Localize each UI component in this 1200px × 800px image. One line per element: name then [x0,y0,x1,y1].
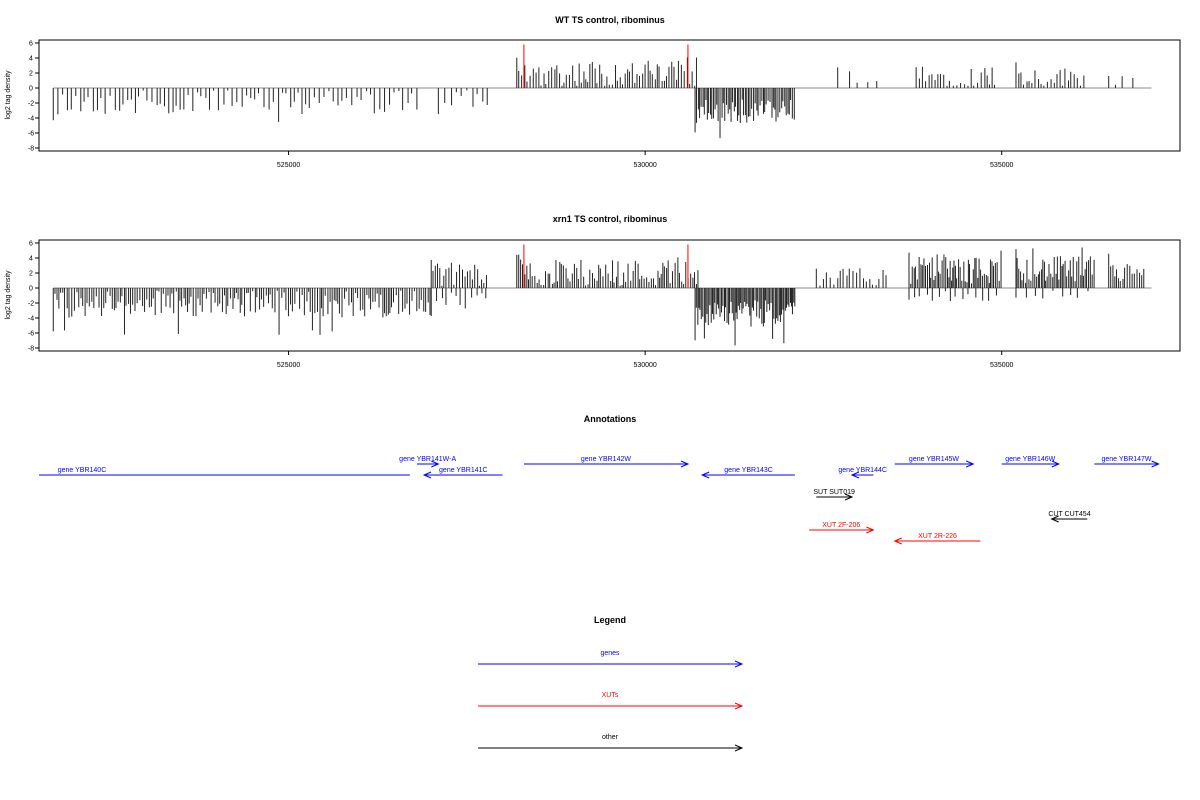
legend-label: genes [600,650,620,657]
arrow-head-icon [422,471,432,479]
feature-label: XUT 2F-206 [822,522,860,529]
panel-title: xrn1 TS control, ribominus [553,214,668,224]
y-tick-label: 2 [29,271,33,278]
y-axis-label: log2 tag density [5,70,12,120]
y-tick-label: 0 [29,86,33,93]
feature-label: gene YBR143C [724,467,773,474]
y-tick-label: 4 [29,256,33,263]
annotation-feature: gene YBR145W [894,456,975,468]
feature-label: gene YBR142W [581,456,631,463]
legend-label: other [602,734,619,741]
y-tick-label: -8 [28,146,34,153]
y-tick-label: -6 [28,331,34,338]
annotation-feature: gene YBR143C [700,467,795,479]
x-tick-label: 525000 [277,162,300,169]
feature-label: gene YBR140C [58,467,107,474]
x-axis: 525000 530000 535000 [277,351,1014,369]
annotation-feature: SUT SUT019 [813,489,855,501]
x-tick-label: 530000 [633,162,656,169]
x-tick-label: 535000 [990,162,1013,169]
feature-label: SUT SUT019 [813,489,855,496]
x-axis: 525000 530000 535000 [277,151,1014,169]
arrow-head-icon [844,493,854,501]
annotation-feature: XUT 2F-206 [809,522,875,534]
feature-label: gene YBR145W [909,456,959,463]
marker-lines [523,44,689,88]
arrow-head-icon [734,744,744,752]
y-tick-label: -4 [28,116,34,123]
x-tick-label: 525000 [277,362,300,369]
y-tick-label: -2 [28,301,34,308]
legend-entry: genes [478,650,744,668]
feature-label: gene YBR144C [838,467,887,474]
arrow-head-icon [1151,460,1160,468]
y-tick-label: -2 [28,101,34,108]
arrow-head-icon [700,471,710,479]
annotations-title: Annotations [584,414,637,424]
y-tick-label: -4 [28,316,34,323]
annotation-feature: gene YBR140C [39,467,410,476]
y-tick-label: 6 [29,41,33,48]
annotation-feature: XUT 2R-226 [893,533,981,545]
wt-density-panel: WT TS control, ribominus log2 tag densit… [5,15,1181,169]
arrow-head-icon [1050,515,1059,523]
plot-frame [38,39,1181,152]
arrow-head-icon [734,660,744,668]
x-tick-label: 535000 [990,362,1013,369]
panel-title: WT TS control, ribominus [555,15,665,25]
annotation-features: gene YBR140C gene YBR141W-A gene YBR141C ge… [39,456,1160,545]
annotation-feature: gene YBR144C [838,467,887,479]
legend-panel: Legend genes XUTs other [478,615,744,752]
annotation-feature: gene YBR146W [1001,456,1061,468]
feature-label: gene YBR141C [439,467,488,474]
x-tick-label: 530000 [633,362,656,369]
xrn1-density-panel: xrn1 TS control, ribominus log2 tag dens… [5,214,1181,369]
annotation-feature: gene YBR147W [1094,456,1160,468]
density-bars [52,247,1152,346]
feature-label: gene YBR146W [1005,456,1055,463]
arrow-head-icon [734,702,744,710]
arrow-head-icon [431,460,440,468]
legend-entry: other [478,734,744,752]
y-tick-label: 4 [29,56,33,63]
y-tick-label: 0 [29,286,33,293]
y-tick-label: 6 [29,241,33,248]
feature-label: gene YBR141W-A [399,456,456,463]
density-bars [52,57,1152,139]
feature-label: gene YBR147W [1101,456,1151,463]
feature-label: CUT CUT454 [1048,511,1090,518]
arrow-head-icon [1051,460,1061,468]
arrow-head-icon [850,471,860,479]
legend-label: XUTs [602,692,619,699]
y-tick-label: -6 [28,131,34,138]
y-axis: 6 4 2 0 -2 -4 -6 -8 [28,241,39,353]
y-axis-label: log2 tag density [5,270,12,320]
annotation-feature: CUT CUT454 [1048,511,1091,523]
y-tick-label: 2 [29,71,33,78]
legend-title: Legend [594,615,626,625]
y-tick-label: -8 [28,346,34,353]
feature-label: XUT 2R-226 [918,533,957,540]
y-axis: 6 4 2 0 -2 -4 -6 -8 [28,41,39,153]
legend-entry: XUTs [478,692,744,710]
annotation-feature: gene YBR141C [422,467,503,479]
plot-frame [38,239,1181,352]
arrow-head-icon [893,537,902,545]
annotation-feature: gene YBR141W-A [399,456,456,468]
arrow-head-icon [965,460,975,468]
marker-lines [523,244,689,288]
arrow-head-icon [866,526,875,534]
annotation-feature: gene YBR142W [523,456,690,468]
legend-entries: genes XUTs other [478,650,744,752]
arrow-head-icon [680,460,690,468]
